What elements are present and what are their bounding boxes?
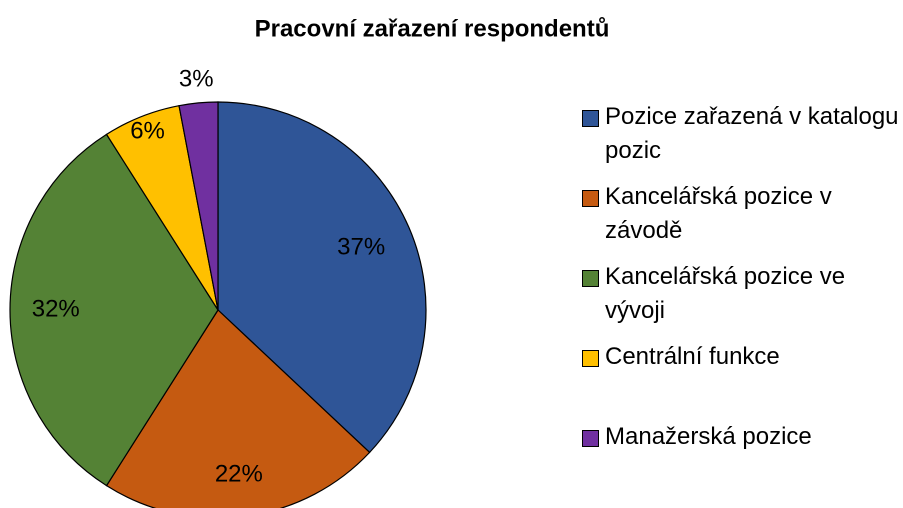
legend-item: Kancelářská pozice ve vývoji (582, 260, 900, 340)
legend-swatch (582, 350, 599, 367)
legend-label: Centrální funkce (605, 343, 780, 370)
legend-item: Centrální funkce (582, 340, 900, 420)
legend-item: Manažerská pozice (582, 420, 900, 500)
pie-slice (178, 101, 219, 311)
legend-item: Pozice zařazená v katalogu pozic (582, 100, 900, 180)
data-label: 22% (215, 460, 263, 487)
legend-label: Kancelářská pozice v závodě (605, 183, 832, 244)
legend-swatch (582, 190, 599, 207)
legend: Pozice zařazená v katalogu pozic Kancelář… (582, 100, 900, 500)
legend-swatch (582, 110, 599, 127)
data-label: 6% (130, 117, 165, 144)
legend-swatch (582, 270, 599, 287)
pie-slice (105, 309, 371, 508)
pie-slice (217, 101, 427, 454)
legend-item: Kancelářská pozice v závodě (582, 180, 900, 260)
data-label: 32% (32, 295, 80, 322)
legend-swatch (582, 430, 599, 447)
legend-label: Manažerská pozice (605, 423, 812, 450)
legend-label: Kancelářská pozice ve vývoji (605, 263, 846, 324)
chart-title: Pracovní zařazení respondentů (255, 15, 610, 42)
pie-slice (9, 133, 219, 487)
legend-label: Pozice zařazená v katalogu pozic (605, 103, 899, 164)
data-label: 3% (179, 65, 214, 92)
data-label: 37% (337, 233, 385, 260)
